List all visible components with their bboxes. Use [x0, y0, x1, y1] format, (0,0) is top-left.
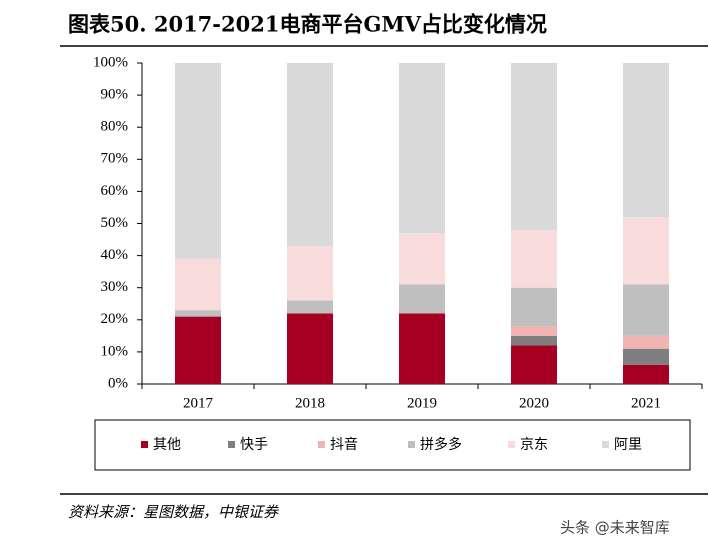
bar-segment	[287, 63, 333, 246]
bar-segment	[623, 217, 669, 285]
source: 资料来源：星图数据，中银证券	[68, 503, 279, 521]
legend-swatch	[318, 441, 325, 448]
bar-segment	[511, 326, 557, 336]
y-tick-label: 30%	[101, 279, 129, 295]
y-tick-label: 40%	[101, 247, 129, 263]
bar-segment	[623, 63, 669, 218]
chart-title: 图表50. 2017-2021电商平台GMV占比变化情况	[68, 12, 547, 37]
x-tick-label: 2017	[183, 395, 214, 411]
bar-segment	[175, 63, 221, 259]
bar-segment	[623, 335, 669, 349]
y-tick-label: 70%	[101, 151, 129, 167]
bar-segment	[399, 313, 445, 384]
x-tick-label: 2018	[295, 395, 325, 411]
bar-segment	[511, 335, 557, 346]
bar-segment	[399, 284, 445, 314]
bar-segment	[399, 233, 445, 285]
y-tick-label: 100%	[93, 54, 128, 70]
bar-segment	[399, 63, 445, 234]
bar-segment	[287, 245, 333, 301]
y-tick-label: 60%	[101, 183, 129, 199]
legend-swatch	[408, 441, 415, 448]
legend-label: 阿里	[614, 437, 642, 453]
bar-segment	[175, 316, 221, 384]
legend-box	[94, 419, 691, 471]
y-tick-label: 90%	[101, 87, 129, 103]
x-tick-label: 2019	[407, 395, 437, 411]
bar-segment	[287, 313, 333, 384]
x-tick-label: 2021	[631, 395, 661, 411]
legend-swatch	[228, 441, 235, 448]
bar-segment	[511, 287, 557, 327]
y-tick-label: 10%	[101, 343, 129, 359]
legend-label: 京东	[520, 437, 548, 453]
x-tick-label: 2020	[519, 395, 549, 411]
legend-swatch	[602, 441, 609, 448]
bar-segment	[175, 258, 221, 311]
bar-segment	[175, 310, 221, 317]
y-tick-label: 20%	[101, 311, 129, 327]
legend-label: 抖音	[330, 436, 358, 453]
bar-segment	[623, 364, 669, 384]
bar-segment	[623, 284, 669, 336]
bar-segment	[287, 300, 333, 314]
legend-label: 拼多多	[420, 436, 462, 453]
bar-segment	[511, 63, 557, 230]
legend-label: 快手	[240, 437, 268, 453]
bar-segment	[623, 348, 669, 365]
bar-segment	[511, 229, 557, 288]
legend-swatch	[508, 441, 515, 448]
bar-segment	[511, 345, 557, 384]
legend-swatch	[141, 441, 148, 448]
watermark: 头条 @未来智库	[560, 519, 670, 537]
y-tick-label: 50%	[101, 215, 129, 231]
legend-label: 其他	[153, 437, 181, 453]
y-tick-label: 80%	[101, 119, 129, 135]
y-tick-label: 0%	[108, 375, 128, 391]
